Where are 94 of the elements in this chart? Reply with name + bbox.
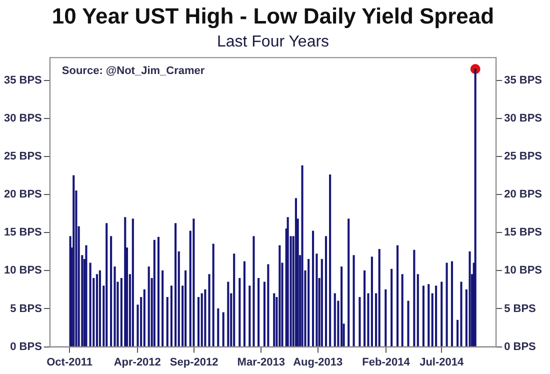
y-tick-label: 5 BPS — [10, 302, 42, 315]
bar — [396, 245, 399, 347]
x-tick-label: Apr-2012 — [114, 356, 161, 368]
bar — [334, 293, 336, 347]
bar — [340, 266, 343, 347]
bar — [294, 198, 298, 347]
bar — [320, 258, 323, 347]
y-tick-label: 35 BPS — [4, 74, 42, 86]
bar — [384, 289, 387, 347]
bar — [301, 165, 304, 347]
bar — [329, 174, 332, 347]
bar — [89, 262, 92, 347]
bar — [435, 286, 438, 347]
bar — [422, 286, 424, 347]
bar — [440, 282, 443, 347]
bar — [278, 245, 281, 347]
y2-tick-label: 0 BPS — [504, 340, 536, 353]
bar — [273, 293, 276, 347]
bar — [200, 293, 203, 347]
bar — [72, 175, 75, 347]
bar — [162, 270, 164, 347]
bar — [143, 289, 146, 347]
bar — [416, 274, 419, 347]
bar — [106, 223, 108, 347]
bar — [166, 297, 168, 347]
bar — [364, 270, 366, 347]
x-tick-label: Sep-2012 — [170, 356, 218, 368]
bar — [252, 236, 255, 347]
bar — [157, 236, 160, 347]
y-tick-label: 30 BPS — [4, 112, 42, 125]
bar — [286, 217, 289, 347]
y-tick-label: 10 BPS — [4, 264, 42, 277]
bar — [212, 244, 214, 347]
chart-title: 10 Year UST High - Low Daily Yield Spread — [52, 3, 494, 28]
x-tick-label: Feb-2014 — [362, 356, 411, 368]
bar — [428, 284, 430, 347]
bar — [96, 274, 98, 347]
y2-tick-label: 35 BPS — [504, 74, 542, 86]
bar — [243, 261, 246, 347]
x-tick-label: Aug-2013 — [293, 356, 343, 368]
bar — [390, 268, 393, 347]
bar — [98, 270, 101, 347]
bar — [124, 217, 126, 347]
bar — [358, 297, 361, 347]
bar — [110, 236, 112, 347]
bar — [248, 286, 251, 347]
bar — [233, 254, 236, 347]
y2-tick-label: 15 BPS — [504, 226, 542, 239]
bar — [204, 289, 206, 347]
bar — [378, 249, 380, 347]
bar — [474, 68, 476, 347]
bar — [227, 282, 230, 347]
bar — [197, 297, 200, 347]
y-tick-label: 0 BPS — [10, 340, 42, 353]
y2-tick-label: 20 BPS — [504, 188, 542, 201]
y2-tick-label: 5 BPS — [504, 302, 536, 315]
bar — [348, 218, 350, 347]
bar — [446, 262, 448, 347]
bar — [352, 255, 355, 347]
y-tick-label: 15 BPS — [4, 226, 42, 239]
y-tick-label: 25 BPS — [4, 150, 42, 163]
bar — [460, 282, 462, 347]
x-tick-label: Oct-2011 — [46, 356, 92, 368]
bar — [174, 223, 177, 347]
bar — [401, 274, 404, 347]
bar — [222, 312, 224, 347]
bar — [148, 266, 150, 347]
bar — [324, 236, 328, 347]
bar — [312, 230, 314, 347]
bar — [450, 261, 454, 347]
y2-tick-label: 25 BPS — [504, 150, 542, 163]
bar — [370, 256, 373, 347]
x-tick-label: Jul-2014 — [420, 356, 465, 368]
y2-tick-label: 30 BPS — [504, 112, 542, 125]
y-tick-label: 20 BPS — [4, 188, 42, 201]
bar — [258, 278, 260, 347]
bar — [170, 286, 172, 347]
bar — [208, 274, 210, 347]
bar — [217, 308, 220, 347]
bar — [153, 240, 156, 347]
bar — [184, 270, 187, 347]
annotation: Source: @Not_Jim_Cramer — [62, 65, 206, 78]
bar — [85, 245, 88, 347]
bar — [407, 300, 410, 347]
bar — [413, 250, 416, 347]
bar — [308, 258, 310, 347]
bar — [468, 251, 471, 347]
chart-subtitle: Last Four Years — [216, 33, 330, 50]
y2-tick-label: 10 BPS — [504, 264, 542, 277]
bar — [132, 218, 134, 347]
bar — [238, 278, 241, 347]
bar — [267, 264, 270, 347]
bar — [192, 218, 195, 347]
x-tick-label: Mar-2013 — [237, 356, 285, 368]
